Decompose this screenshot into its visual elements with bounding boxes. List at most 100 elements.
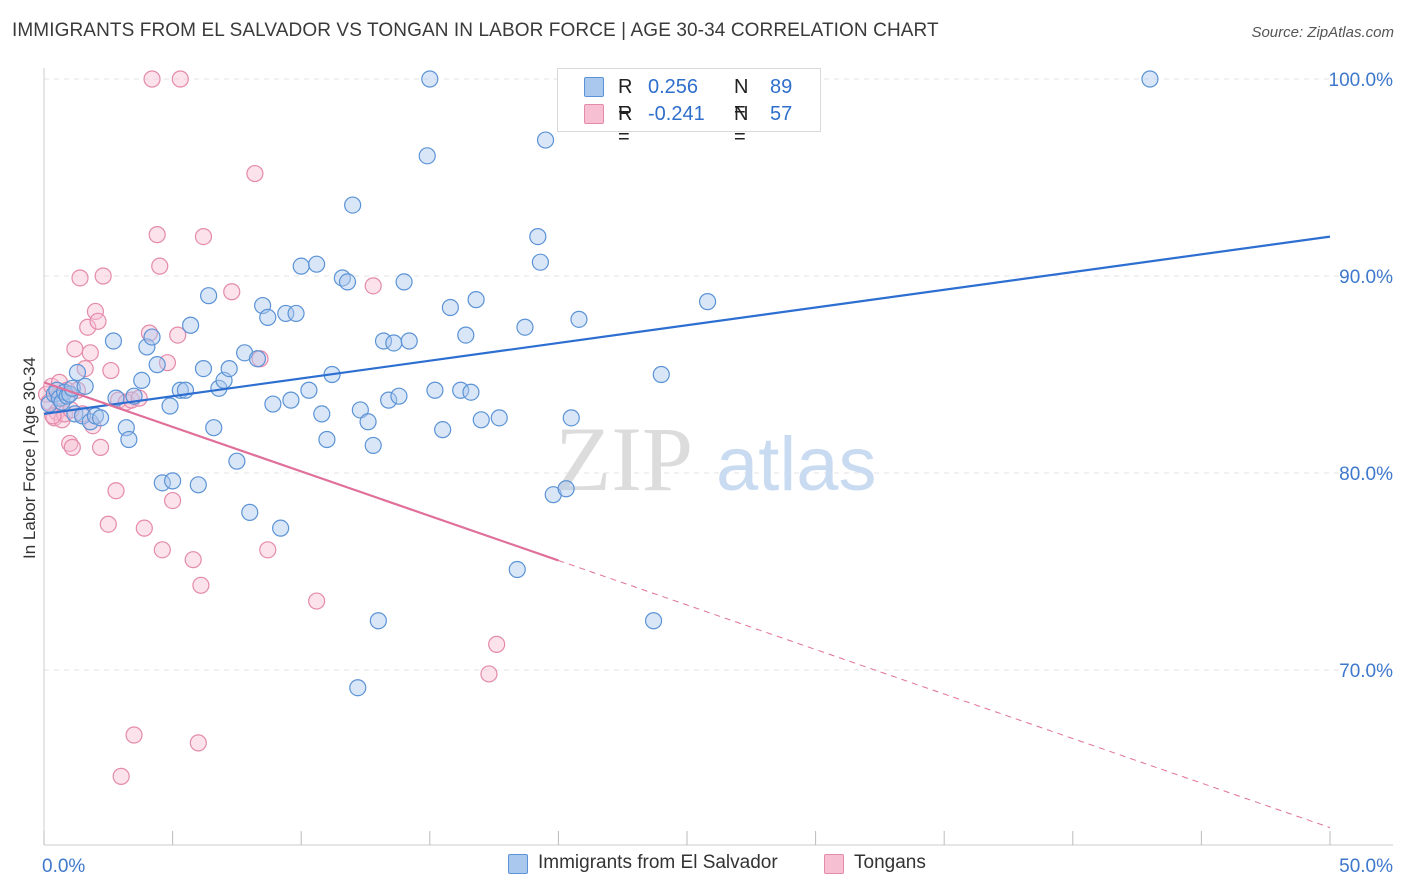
legend-r-label: R =	[618, 103, 633, 148]
data-point-el-salvador	[292, 257, 310, 275]
data-point-tongans	[189, 734, 207, 752]
data-point-el-salvador	[434, 421, 452, 439]
data-point-el-salvador	[359, 413, 377, 431]
data-point-tongans	[63, 438, 81, 456]
data-point-tongans	[102, 361, 120, 380]
legend-n-value: 89	[770, 76, 793, 98]
data-point-el-salvador	[400, 332, 418, 350]
trend-lines	[43, 235, 1331, 829]
data-point-el-salvador	[562, 409, 580, 427]
legend-r-label: R =	[618, 76, 633, 121]
legend-n-label: N =	[734, 76, 749, 121]
data-point-el-salvador	[390, 387, 408, 405]
data-point-tongans	[112, 767, 130, 785]
data-point-el-salvador	[385, 334, 403, 352]
data-point-el-salvador	[76, 377, 94, 395]
legend-r-value: -0.241	[648, 103, 705, 125]
data-point-el-salvador	[490, 409, 508, 427]
data-point-el-salvador	[120, 430, 138, 449]
y-tick-label: 100.0%	[1329, 70, 1394, 91]
data-point-el-salvador	[241, 503, 259, 522]
data-point-el-salvador	[344, 196, 362, 214]
y-tick-label: 70.0%	[1339, 661, 1393, 682]
data-point-el-salvador	[68, 363, 87, 382]
watermark: ZIP atlas	[555, 408, 877, 510]
series-el-salvador	[40, 70, 1159, 697]
data-point-el-salvador	[138, 338, 156, 356]
data-point-el-salvador	[200, 287, 218, 305]
data-point-el-salvador	[133, 371, 151, 390]
data-point-el-salvador	[380, 391, 398, 409]
data-point-tongans	[184, 551, 202, 569]
data-point-el-salvador	[452, 381, 470, 399]
data-point-el-salvador	[531, 253, 549, 271]
legend-n-label: N =	[734, 103, 749, 148]
data-point-tongans	[488, 635, 506, 653]
data-point-tongans	[79, 318, 97, 336]
data-point-tongans	[143, 70, 161, 88]
data-point-tongans	[259, 541, 277, 559]
data-point-el-salvador	[421, 70, 439, 88]
data-point-el-salvador	[374, 332, 393, 350]
data-point-el-salvador	[143, 328, 161, 346]
data-point-tongans	[99, 515, 117, 533]
data-point-el-salvador	[91, 409, 110, 427]
bottom-legend-label: Tongans	[854, 852, 926, 873]
data-point-el-salvador	[194, 359, 213, 378]
data-point-el-salvador	[164, 472, 182, 490]
data-point-el-salvador	[272, 519, 290, 537]
legend-n-value: 57	[770, 103, 793, 125]
data-point-el-salvador	[182, 316, 200, 334]
data-point-tongans	[81, 344, 99, 362]
data-point-el-salvador	[652, 365, 670, 384]
data-point-tongans	[169, 326, 187, 344]
data-point-el-salvador	[529, 228, 547, 246]
data-point-el-salvador	[228, 452, 246, 470]
data-point-el-salvador	[148, 356, 166, 374]
data-point-tongans	[171, 70, 189, 88]
data-point-tongans	[94, 267, 112, 285]
data-point-el-salvador	[189, 476, 207, 494]
data-point-tongans	[76, 359, 94, 378]
data-point-el-salvador	[644, 612, 663, 630]
data-point-tongans	[223, 283, 241, 301]
data-point-el-salvador	[351, 401, 369, 419]
data-point-el-salvador	[282, 391, 300, 409]
data-point-tongans	[89, 312, 107, 330]
data-point-el-salvador	[308, 255, 326, 273]
data-point-el-salvador	[467, 291, 485, 309]
data-point-el-salvador	[570, 310, 588, 328]
data-point-el-salvador	[287, 304, 305, 323]
bottom-legend-swatch-pink	[824, 854, 844, 874]
data-point-el-salvador	[153, 474, 171, 492]
data-point-tongans	[91, 438, 110, 456]
data-point-el-salvador	[264, 395, 282, 413]
axes	[43, 68, 1393, 846]
data-point-tongans	[66, 340, 84, 358]
data-point-el-salvador	[205, 419, 223, 437]
trend-line-tongans	[43, 381, 559, 562]
x-tick-label-max: 50.0%	[1339, 856, 1393, 877]
data-point-tongans	[164, 491, 182, 510]
data-point-tongans	[158, 354, 177, 372]
data-point-tongans	[135, 519, 153, 537]
data-point-el-salvador	[426, 381, 444, 399]
data-point-el-salvador	[516, 318, 534, 336]
data-point-el-salvador	[698, 293, 717, 311]
gridlines	[44, 78, 1393, 671]
data-point-el-salvador	[318, 430, 336, 449]
trend-line-el-salvador	[43, 235, 1331, 415]
data-point-el-salvador	[457, 326, 475, 344]
data-point-el-salvador	[369, 612, 387, 630]
data-point-tongans	[125, 726, 143, 744]
data-point-el-salvador	[107, 389, 125, 407]
data-point-el-salvador	[462, 383, 480, 401]
data-point-el-salvador	[418, 147, 436, 165]
stats-legend: R = 0.256 N = 89 R = -0.241 N = 57	[557, 68, 821, 148]
data-point-el-salvador	[536, 131, 555, 149]
series-tongans	[37, 70, 506, 785]
y-tick-labels: 70.0% 80.0% 90.0% 100.0%	[1329, 70, 1394, 682]
data-point-tongans	[364, 277, 382, 295]
data-point-el-salvador	[40, 395, 58, 413]
data-point-el-salvador	[349, 679, 367, 697]
